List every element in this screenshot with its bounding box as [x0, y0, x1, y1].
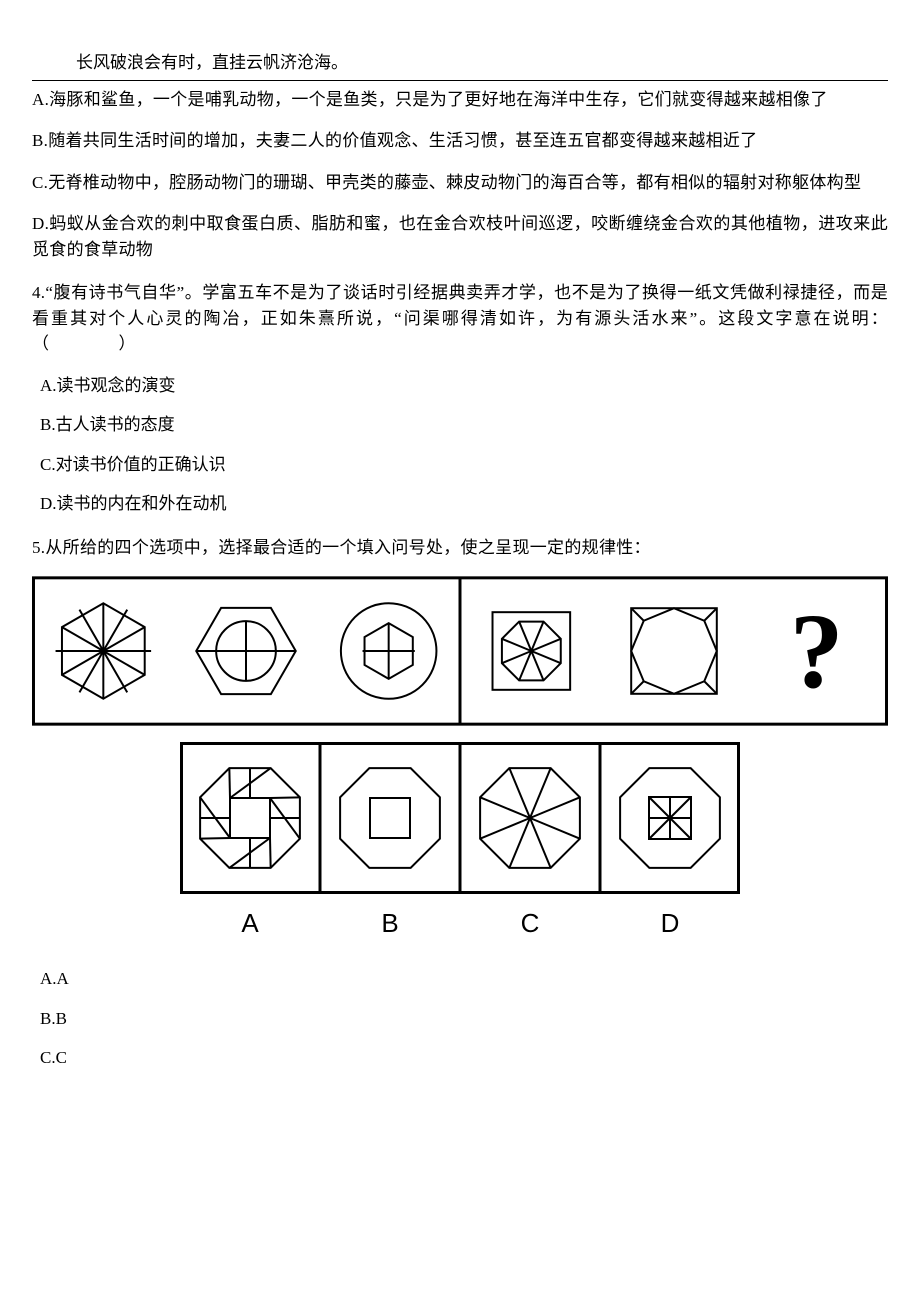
- q4-option-d: D.读书的内在和外在动机: [40, 491, 888, 517]
- motto-text: 长风破浪会有时，直挂云帆济沧海。: [76, 53, 348, 72]
- q5-option-b: B.B: [40, 1006, 888, 1032]
- svg-text:C: C: [521, 908, 540, 938]
- q4-option-c: C.对读书价值的正确认识: [40, 452, 888, 478]
- page-header: 长风破浪会有时，直挂云帆济沧海。: [76, 50, 888, 76]
- header-rule: [32, 80, 888, 81]
- q3-option-a: A.海豚和鲨鱼，一个是哺乳动物，一个是鱼类，只是为了更好地在海洋中生存，它们就变…: [32, 87, 888, 113]
- q4-stem: 4.“腹有诗书气自华”。学富五车不是为了谈话时引经据典卖弄才学，也不是为了换得一…: [32, 280, 888, 357]
- svg-text:D: D: [661, 908, 680, 938]
- q3-option-b: B.随着共同生活时间的增加，夫妻二人的价值观念、生活习惯，甚至连五官都变得越来越…: [32, 128, 888, 154]
- q4-option-a: A.读书观念的演变: [40, 373, 888, 399]
- q5-option-a: A.A: [40, 966, 888, 992]
- figure-row-svg: ?: [32, 576, 888, 726]
- q4-option-b: B.古人读书的态度: [40, 412, 888, 438]
- svg-text:B: B: [381, 908, 398, 938]
- q5-option-c: C.C: [40, 1045, 888, 1071]
- q5-figure-row: ?: [32, 576, 888, 726]
- svg-text:?: ?: [790, 592, 844, 711]
- q3-option-c: C.无脊椎动物中，腔肠动物门的珊瑚、甲壳类的藤壶、棘皮动物门的海百合等，都有相似…: [32, 170, 888, 196]
- q5-stem: 5.从所给的四个选项中，选择最合适的一个填入问号处，使之呈现一定的规律性：: [32, 535, 888, 561]
- svg-text:A: A: [241, 908, 259, 938]
- answer-row-svg: A B C D: [180, 742, 740, 942]
- q5-answer-row: A B C D: [32, 742, 888, 942]
- q3-option-d: D.蚂蚁从金合欢的刺中取食蛋白质、脂肪和蜜，也在金合欢枝叶间巡逻，咬断缠绕金合欢…: [32, 211, 888, 262]
